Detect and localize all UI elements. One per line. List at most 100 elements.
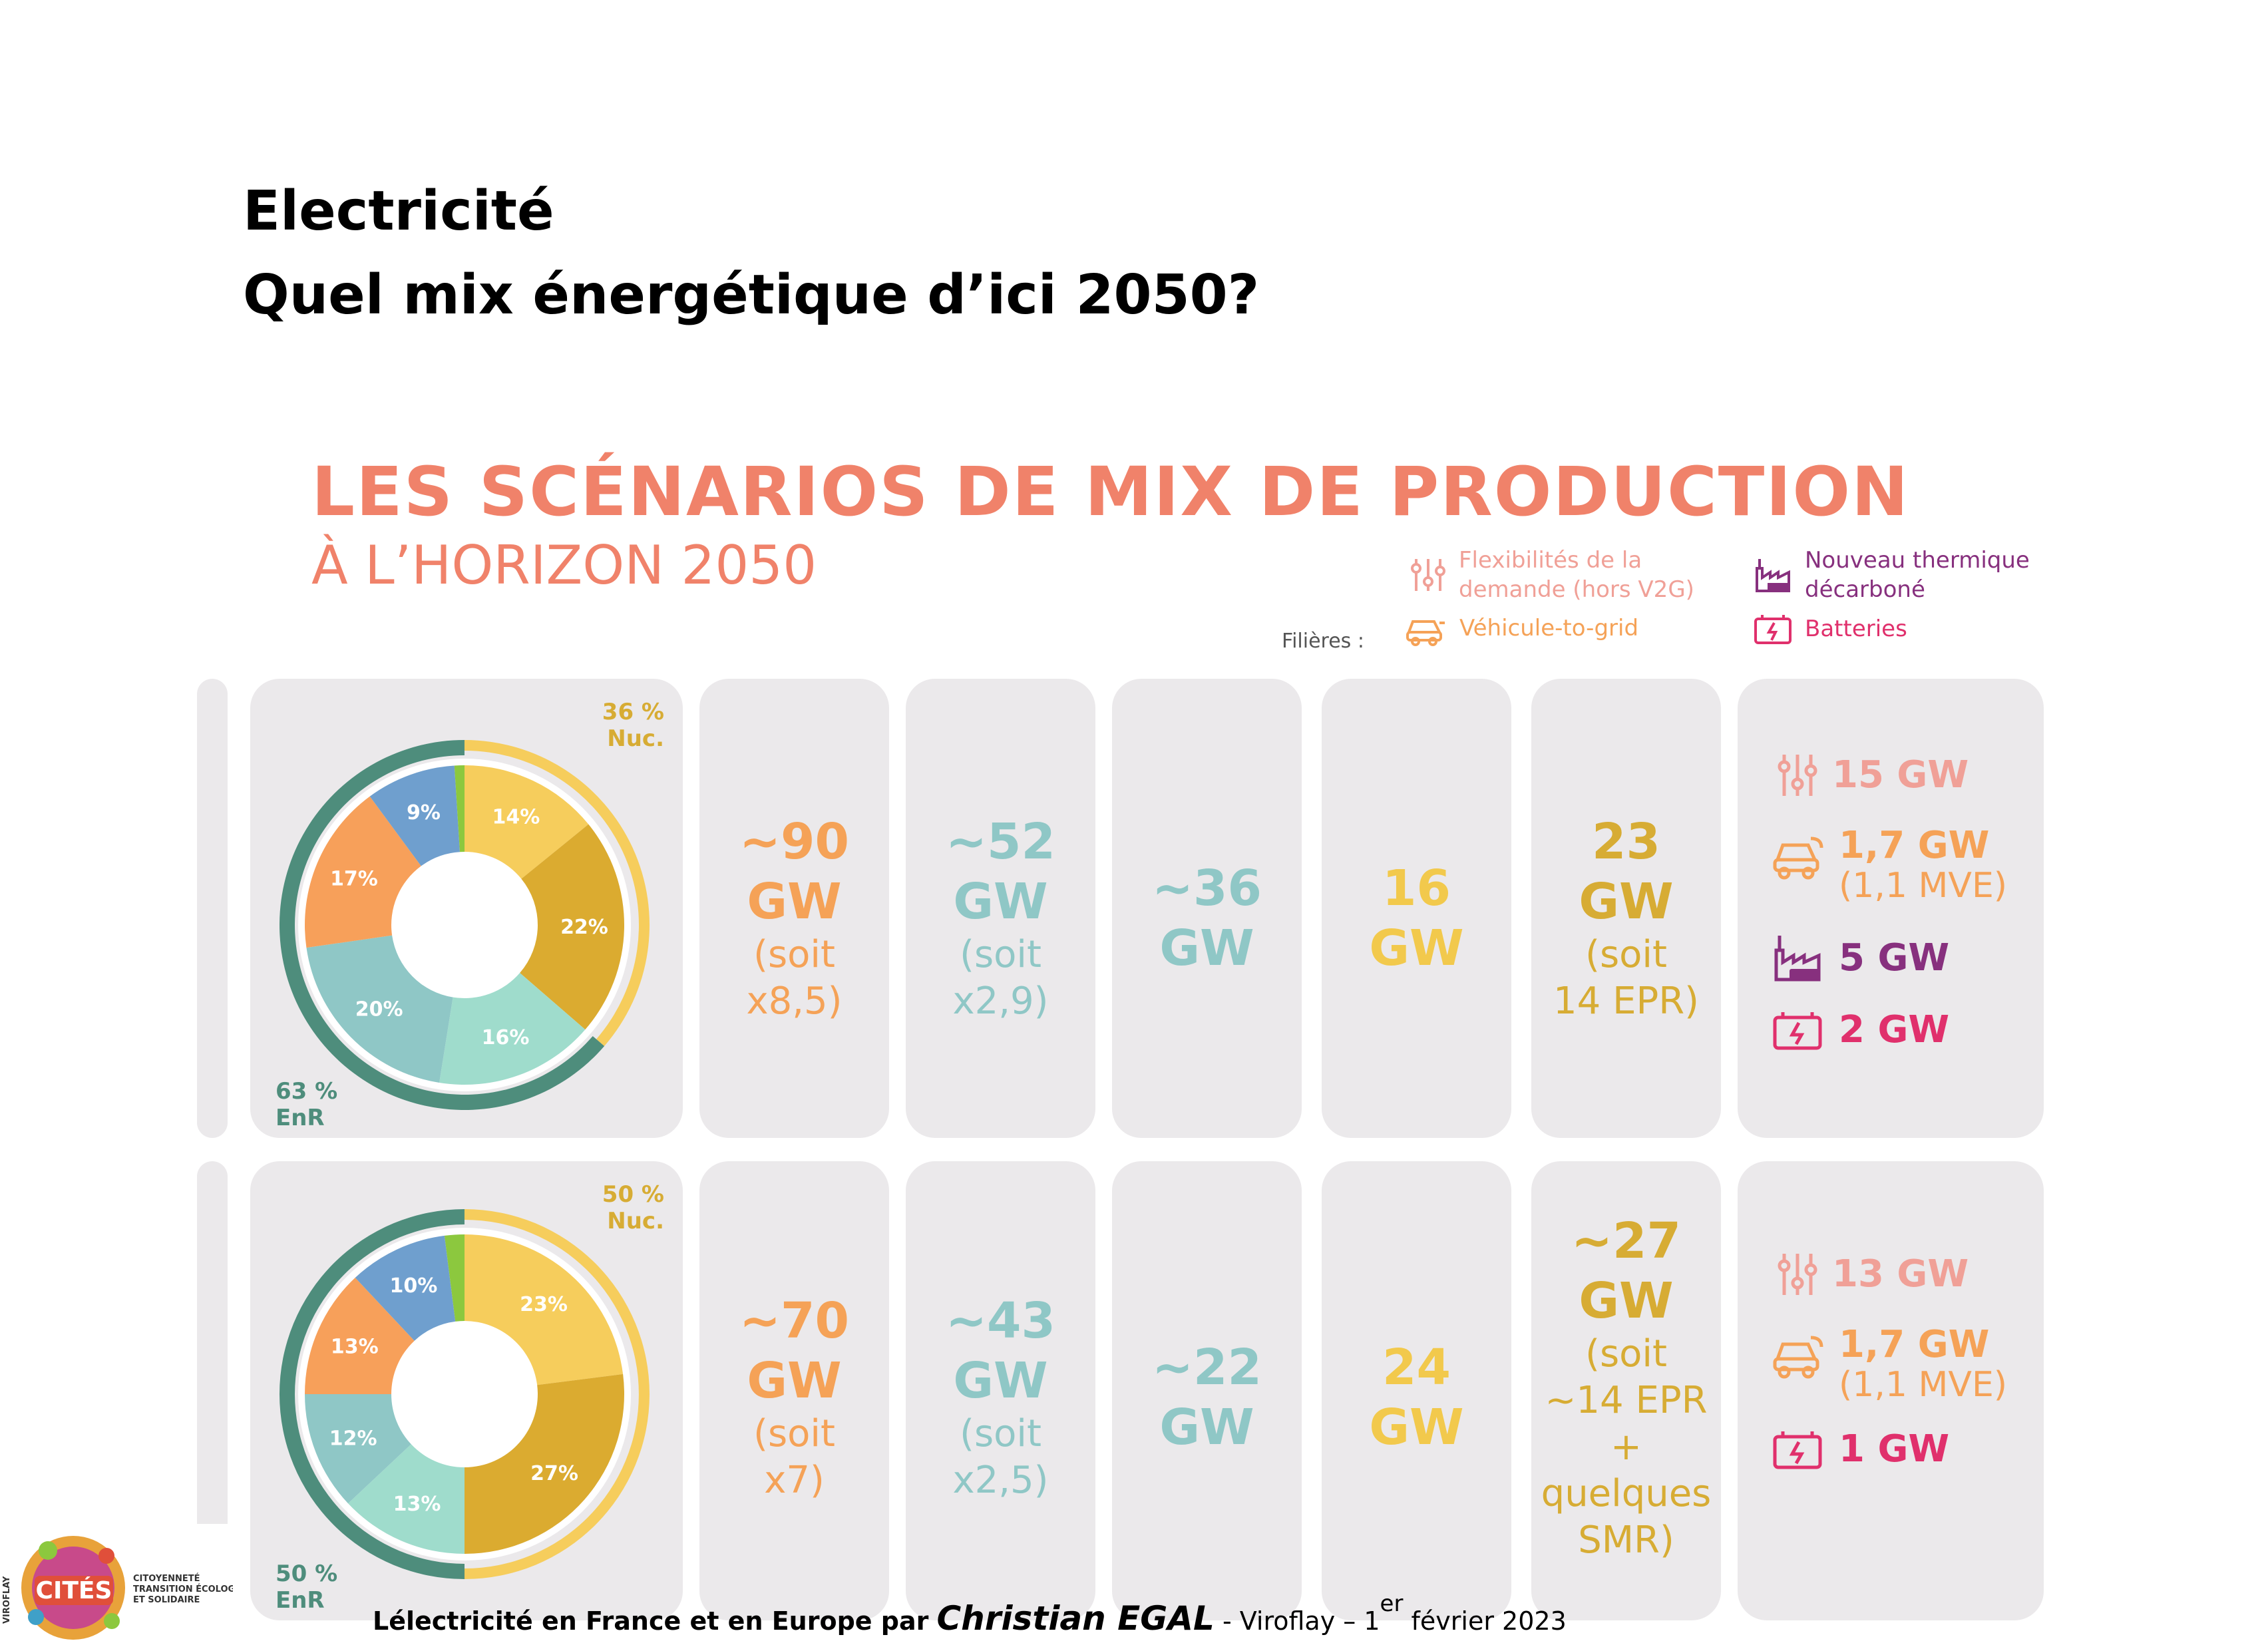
factory-icon: [1774, 936, 1821, 982]
col4-unit: GW: [1369, 1399, 1464, 1456]
pie-slice-label: 22%: [560, 916, 608, 939]
flex-thermal-value: 5 GW: [1839, 936, 1950, 980]
col3-value: ~22: [1152, 1339, 1262, 1396]
col1-note: x7): [764, 1459, 825, 1502]
col1-value: ~70: [739, 1292, 849, 1350]
slide-title: Electricité Quel mix énergétique d’ici 2…: [243, 170, 1259, 337]
pie-slice: [444, 1234, 465, 1322]
footer: Lélectricité en France et en Europe par …: [373, 1590, 1567, 1638]
left-partial-card: [197, 679, 228, 1138]
pie-slice-label: 13%: [331, 1336, 379, 1359]
pie-slice: [439, 973, 586, 1085]
pie-slice: [305, 1278, 415, 1394]
col3-unit: GW: [1159, 920, 1254, 977]
legend-v2g-label: Véhicule-to-grid: [1459, 615, 1639, 642]
scenario-card-col4: 16 GW: [1322, 679, 1511, 1138]
slide-title-line1: Electricité: [243, 180, 554, 243]
col5-unit: GW: [1579, 1272, 1674, 1330]
pie-slice: [305, 796, 421, 948]
legend-filieres-label: Filières :: [1282, 630, 1364, 653]
pie-slice-label: 10%: [389, 1274, 437, 1298]
col5-note: SMR): [1578, 1519, 1674, 1562]
col1-unit: GW: [747, 873, 842, 930]
scenario-card-col2: ~43 GW (soit x2,5): [906, 1161, 1095, 1620]
slide-title-line2: Quel mix énergétique d’ici 2050?: [243, 264, 1260, 327]
col1-unit: GW: [747, 1352, 842, 1409]
scenario-card-col1: ~90 GW (soit x8,5): [699, 679, 889, 1138]
scenario-card-col1: ~70 GW (soit x7): [699, 1161, 889, 1620]
flex-batteries-value: 1 GW: [1839, 1427, 1950, 1471]
battery-icon: [1773, 1431, 1822, 1469]
col2-unit: GW: [953, 873, 1048, 930]
pie-slice: [306, 935, 453, 1083]
mix-donut-chart: 23% 27% 13% 12% 13% 10%: [279, 1209, 650, 1579]
col2-note: (soit: [960, 1412, 1041, 1455]
col1-note: (soit: [753, 933, 835, 976]
col4-value: 16: [1382, 860, 1451, 917]
infographic-subtitle: À L’HORIZON 2050: [311, 534, 817, 596]
col3-value: ~36: [1152, 860, 1262, 917]
pie-slice: [454, 765, 465, 852]
footer-part3: février 2023: [1411, 1606, 1567, 1636]
col5-note: (soit: [1585, 1332, 1667, 1376]
col5-note: ~14 EPR: [1545, 1379, 1708, 1422]
ring-nuclear: [465, 740, 650, 1047]
col2-value: ~43: [946, 1292, 1055, 1350]
col1-value: ~90: [739, 813, 849, 870]
pie-slice: [369, 765, 461, 866]
pie-slice-label: 17%: [330, 867, 378, 890]
flex-card-row1: 15 GW 1,7 GW (1,1 MVE) 5 GW 2 GW: [1738, 679, 2044, 1138]
nuc-label: 36 % Nuc.: [602, 699, 664, 752]
col1-note: (soit: [753, 1412, 835, 1455]
pie-slice-label: 27%: [530, 1462, 578, 1485]
infographic-title: LES SCÉNARIOS DE MIX DE PRODUCTION: [311, 453, 1910, 532]
legend-batteries-label: Batteries: [1805, 616, 1907, 642]
logo-name: CITÉS: [36, 1576, 112, 1604]
donut-hole: [394, 1324, 535, 1465]
scenario-infographic: LES SCÉNARIOS DE MIX DE PRODUCTION À L’H…: [197, 426, 2050, 1630]
col1-note: x8,5): [746, 980, 843, 1023]
battery-icon: [1773, 1012, 1822, 1050]
col5-note: (soit: [1585, 933, 1667, 976]
pie-card-row1: 36 % Nuc. 63 % EnR 14% 22% 16% 20% 17% 9%: [250, 679, 683, 1138]
flex-card-row2: 13 GW 1,7 GW (1,1 MVE) 1 GW: [1738, 1161, 2044, 1620]
logo-tagline: TRANSITION ÉCOLOGIQUE: [133, 1584, 233, 1594]
flex-demand-row: 15 GW: [1778, 752, 1969, 799]
cites-logo-mark: CITÉS CITOYENNETÉ TRANSITION ÉCOLOGIQUE …: [2, 1536, 259, 1640]
scenario-card-col5: 23 GW (soit 14 EPR): [1531, 679, 1721, 1138]
car-plug-icon: [1773, 1336, 1823, 1379]
col5-value: ~27: [1571, 1212, 1681, 1270]
col2-value: ~52: [946, 813, 1055, 870]
col2-note: x2,9): [952, 980, 1049, 1023]
flex-v2g-note: (1,1 MVE): [1839, 866, 2008, 906]
logo-tagline: ET SOLIDAIRE: [133, 1595, 200, 1605]
battery-icon: [1754, 615, 1792, 644]
flex-thermal-row: 5 GW: [1771, 932, 1949, 985]
pie-slice: [355, 1235, 456, 1341]
pie-slice: [465, 1234, 624, 1385]
logo-side: VIROFLAY: [2, 1576, 12, 1624]
scenario-card-col2: ~52 GW (soit x2,9): [906, 679, 1095, 1138]
mix-donut-chart: 14% 22% 16% 20% 17% 9%: [280, 740, 650, 1110]
pie-slice: [520, 824, 625, 1030]
pie-slice-label: 14%: [492, 805, 540, 828]
flex-v2g-value: 1,7 GW: [1839, 1323, 1990, 1366]
car-plug-icon: [1773, 836, 1823, 880]
pie-slice: [465, 765, 589, 879]
legend-thermal-line2: décarboné: [1805, 576, 1925, 603]
col2-unit: GW: [953, 1352, 1048, 1409]
flex-demand-value: 13 GW: [1832, 1252, 1969, 1296]
flex-v2g-row: 1,7 GW (1,1 MVE): [1771, 825, 2007, 905]
scenario-card-col3: ~36 GW: [1112, 679, 1302, 1138]
legend-thermal-line1: Nouveau thermique: [1805, 547, 2030, 574]
cites-logo: CITÉS CITOYENNETÉ TRANSITION ÉCOLOGIQUE …: [0, 1524, 259, 1651]
flex-demand-value: 15 GW: [1832, 753, 1969, 797]
footer-part2: - Viroflay – 1: [1222, 1606, 1380, 1636]
pie-slice-label: 23%: [520, 1293, 568, 1316]
legend-flex-demand-line2: demande (hors V2G): [1459, 576, 1694, 603]
flex-v2g-row: 1,7 GW (1,1 MVE): [1771, 1324, 2007, 1404]
flex-batteries-row: 2 GW: [1771, 1008, 1949, 1052]
legend-flex-demand: Flexibilités de la demande (hors V2G): [1410, 546, 1694, 604]
donut-hole: [394, 854, 535, 996]
pie-slice-label: 13%: [393, 1493, 441, 1516]
